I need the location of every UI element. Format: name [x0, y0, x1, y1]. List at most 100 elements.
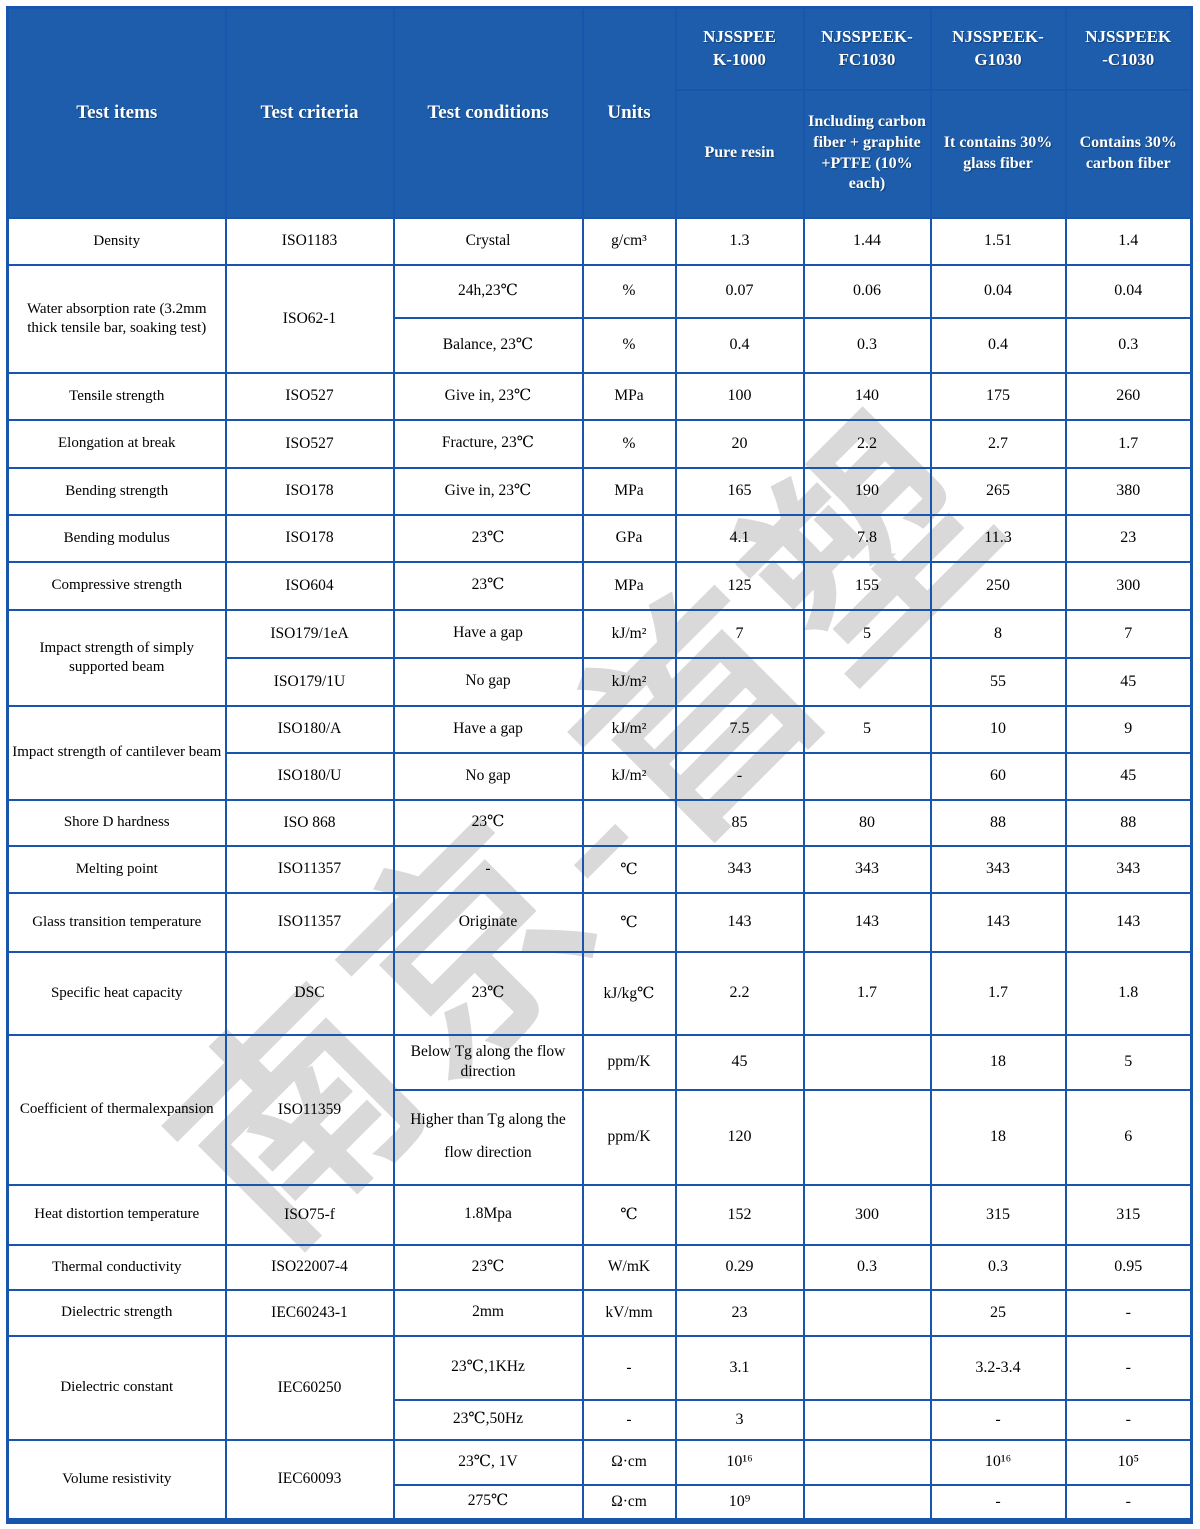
- cell-item: Dielectric constant: [6, 1334, 227, 1441]
- cell-criteria: ISO179/1U: [224, 656, 395, 707]
- cell-value: -: [1064, 1288, 1193, 1337]
- cell-value: -: [929, 1398, 1067, 1441]
- cell-criteria: ISO178: [224, 513, 395, 563]
- cell-unit: kV/mm: [581, 1288, 677, 1337]
- cell-criteria: DSC: [224, 950, 395, 1036]
- header-row-product-names: Test items Test criteria Test conditions…: [6, 6, 1193, 219]
- table-row: Dielectric constant IEC60250 23℃,1KHz - …: [6, 1334, 1193, 1441]
- cell-value: 1.4: [1064, 216, 1193, 266]
- cell-value: [802, 1088, 932, 1186]
- cell-criteria: ISO11357: [224, 844, 395, 894]
- cell-condition: 23℃,1KHz: [392, 1334, 584, 1401]
- cell-value: [802, 1483, 932, 1522]
- table-row: Glass transition temperature ISO11357 Or…: [6, 891, 1193, 953]
- cell-condition: 275℃: [392, 1483, 584, 1522]
- column-header-units: Units: [581, 6, 677, 219]
- product-name-njsspeek-1000: NJSSPEE K-1000: [674, 6, 805, 91]
- cell-value: 45: [674, 1033, 805, 1091]
- cell-value: 7: [1064, 608, 1193, 659]
- cell-value: 55: [929, 656, 1067, 707]
- cell-item: Heat distortion temperature: [6, 1183, 227, 1246]
- cell-value: 9: [1064, 704, 1193, 754]
- cell-value: 60: [929, 751, 1067, 801]
- table-row: Balance, 23℃ % 0.4 0.3 0.4 0.3: [8, 316, 1193, 374]
- header-row-product-descriptions: Pure resin Including carbon fiber + grap…: [8, 88, 1193, 219]
- cell-unit: W/mK: [581, 1243, 677, 1291]
- cell-condition: Give in, 23℃: [392, 371, 584, 421]
- cell-value: 300: [1064, 560, 1193, 611]
- cell-value: 7: [674, 608, 805, 659]
- cell-item: Tensile strength: [6, 371, 227, 421]
- table-row: Bending modulus ISO178 23℃ GPa 4.1 7.8 1…: [6, 513, 1193, 563]
- cell-criteria: ISO527: [224, 418, 395, 469]
- cell-value: 343: [802, 844, 932, 894]
- cell-unit: ℃: [581, 891, 677, 953]
- cell-criteria: ISO11357: [224, 891, 395, 953]
- product-description: Pure resin: [674, 88, 805, 219]
- cell-condition: 23℃: [392, 798, 584, 847]
- cell-unit: ℃: [581, 844, 677, 894]
- cell-unit: g/cm³: [581, 216, 677, 266]
- cell-value: 0.04: [929, 263, 1067, 319]
- cell-value: 18: [929, 1088, 1067, 1186]
- cell-item: Thermal conductivity: [6, 1243, 227, 1291]
- product-description: It contains 30% glass fiber: [929, 88, 1067, 219]
- cell-value: 3.1: [674, 1334, 805, 1401]
- cell-criteria: ISO604: [224, 560, 395, 611]
- column-header-test-items: Test items: [6, 6, 227, 219]
- table-row: ISO180/U No gap kJ/m² - 60 45: [8, 751, 1193, 801]
- cell-value: 2.2: [802, 418, 932, 469]
- cell-value: 2.7: [929, 418, 1067, 469]
- cell-value: 175: [929, 371, 1067, 421]
- cell-value: 343: [674, 844, 805, 894]
- cell-value: 155: [802, 560, 932, 611]
- cell-value: 0.4: [929, 316, 1067, 374]
- cell-value: 2.2: [674, 950, 805, 1036]
- cell-value: 45: [1064, 751, 1193, 801]
- cell-value: 300: [802, 1183, 932, 1246]
- cell-value: 1.7: [929, 950, 1067, 1036]
- cell-criteria: ISO 868: [224, 798, 395, 847]
- cell-value: 23: [1064, 513, 1193, 563]
- cell-unit: kJ/m²: [581, 608, 677, 659]
- cell-value: [802, 1438, 932, 1486]
- cell-value: 315: [929, 1183, 1067, 1246]
- cell-criteria: ISO178: [224, 466, 395, 516]
- cell-value: 80: [802, 798, 932, 847]
- cell-condition: Crystal: [392, 216, 584, 266]
- table-row: Tensile strength ISO527 Give in, 23℃ MPa…: [6, 371, 1193, 421]
- cell-condition: 23℃: [392, 560, 584, 611]
- cell-value: [802, 1398, 932, 1441]
- table-row: Heat distortion temperature ISO75-f 1.8M…: [6, 1183, 1193, 1246]
- cell-value: 0.04: [1064, 263, 1193, 319]
- cell-value: [802, 751, 932, 801]
- cell-value: 152: [674, 1183, 805, 1246]
- cell-condition: Have a gap: [392, 608, 584, 659]
- cell-condition: 24h,23℃: [392, 263, 584, 319]
- cell-criteria: ISO180/A: [224, 704, 395, 754]
- table-row: Impact strength of simply supported beam…: [6, 608, 1193, 707]
- cell-value: 1.7: [802, 950, 932, 1036]
- cell-item: Shore D hardness: [6, 798, 227, 847]
- cell-value: 143: [802, 891, 932, 953]
- cell-condition: Fracture, 23℃: [392, 418, 584, 469]
- cell-value: 343: [929, 844, 1067, 894]
- table-row: Bending strength ISO178 Give in, 23℃ MPa…: [6, 466, 1193, 516]
- cell-condition: Give in, 23℃: [392, 466, 584, 516]
- cell-value: 100: [674, 371, 805, 421]
- cell-value: 250: [929, 560, 1067, 611]
- cell-value: 8: [929, 608, 1067, 659]
- cell-unit: %: [581, 316, 677, 374]
- product-name-njsspeek-c1030: NJSSPEEK -C1030: [1064, 6, 1193, 91]
- cell-value: 18: [929, 1033, 1067, 1091]
- table-row: Coefficient of thermalexpansion ISO11359…: [6, 1033, 1193, 1186]
- cell-item: Water absorption rate (3.2mm thick tensi…: [6, 263, 227, 374]
- cell-value: 0.06: [802, 263, 932, 319]
- column-header-test-conditions: Test conditions: [392, 6, 584, 219]
- cell-value: 125: [674, 560, 805, 611]
- cell-value: 45: [1064, 656, 1193, 707]
- cell-value: 0.3: [802, 316, 932, 374]
- cell-condition: No gap: [392, 656, 584, 707]
- cell-value: -: [929, 1483, 1067, 1522]
- cell-unit: MPa: [581, 466, 677, 516]
